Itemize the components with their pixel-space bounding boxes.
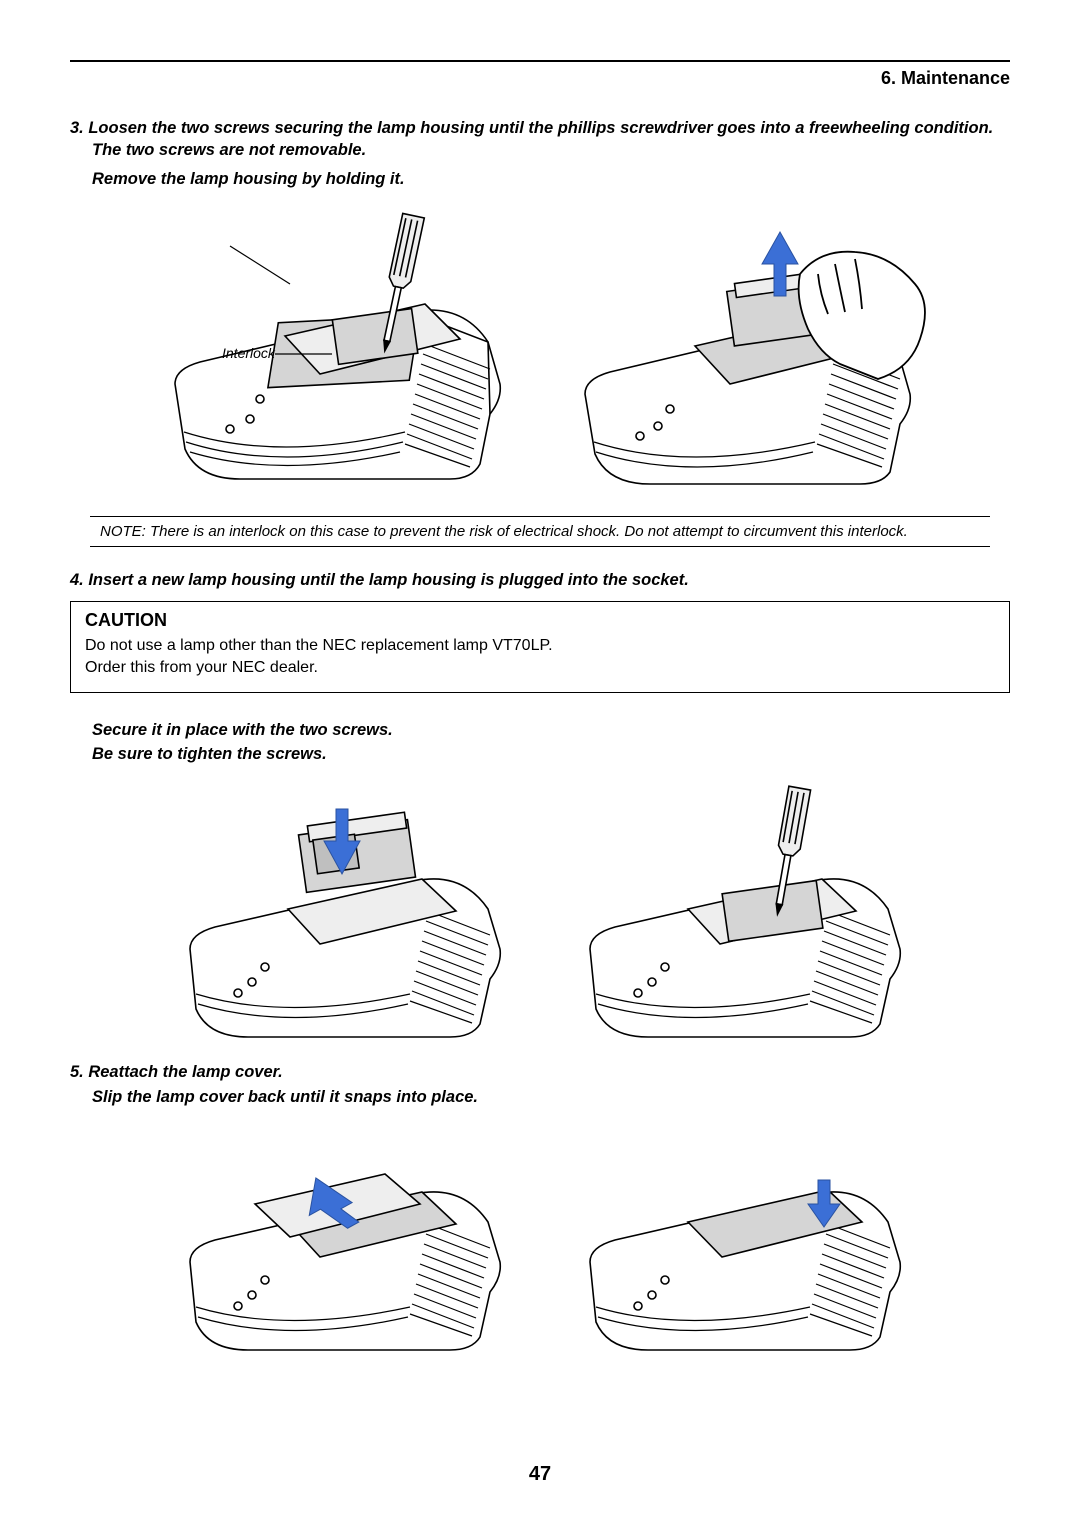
- figure-row-1: Interlock: [70, 204, 1010, 494]
- figure-insert-housing: [160, 779, 520, 1039]
- step-4-secure: Secure it in place with the two screws.: [70, 719, 1010, 741]
- step-5-text: 5. Reattach the lamp cover.: [70, 1061, 1010, 1083]
- figure-row-3: [70, 1122, 1010, 1352]
- caution-box: CAUTION Do not use a lamp other than the…: [70, 601, 1010, 693]
- step-4-text: 4. Insert a new lamp housing until the l…: [70, 569, 1010, 591]
- caution-title: CAUTION: [85, 610, 995, 631]
- figure-slide-cover: [160, 1122, 520, 1352]
- step-4-tighten: Be sure to tighten the screws.: [70, 743, 1010, 765]
- figure-loosen-screws: Interlock: [130, 204, 520, 494]
- figure-remove-housing: [560, 204, 950, 494]
- page-number: 47: [0, 1463, 1080, 1486]
- figure-row-2: [70, 779, 1010, 1039]
- interlock-label: Interlock: [222, 345, 276, 361]
- header-rule: [70, 60, 1010, 62]
- note-box: NOTE: There is an interlock on this case…: [90, 516, 990, 547]
- caution-line-2: Order this from your NEC dealer.: [85, 657, 995, 679]
- section-heading: 6. Maintenance: [70, 68, 1010, 89]
- note-text: NOTE: There is an interlock on this case…: [100, 523, 908, 540]
- step-3-text: 3. Loosen the two screws securing the la…: [70, 117, 1010, 162]
- step-3-sub: Remove the lamp housing by holding it.: [70, 168, 1010, 190]
- caution-line-1: Do not use a lamp other than the NEC rep…: [85, 635, 995, 657]
- figure-tighten-screws: [560, 779, 920, 1039]
- figure-snap-cover: [560, 1122, 920, 1352]
- step-5-sub: Slip the lamp cover back until it snaps …: [70, 1086, 1010, 1108]
